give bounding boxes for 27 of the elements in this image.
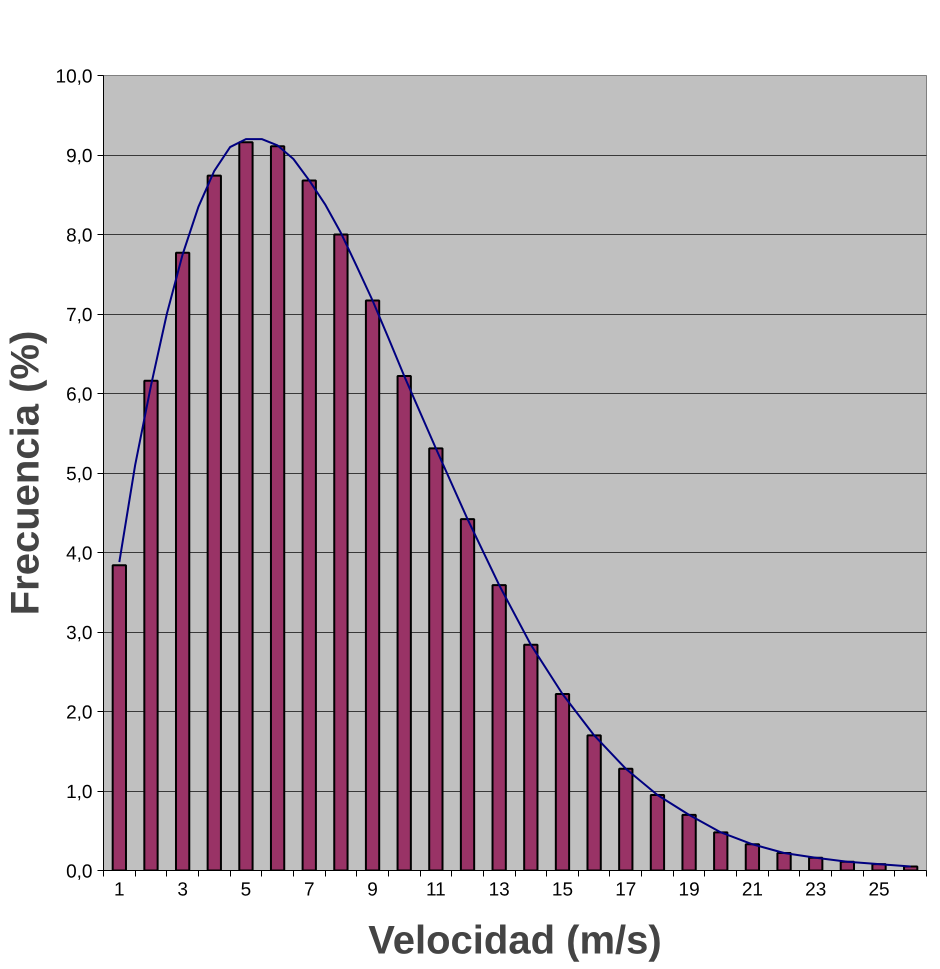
x-tick-label: 17 bbox=[615, 880, 636, 900]
y-tick-label: 4,0 bbox=[66, 544, 93, 564]
x-tick-label: 7 bbox=[304, 880, 315, 900]
x-tick-label: 25 bbox=[868, 880, 890, 900]
y-tick-label: 7,0 bbox=[66, 305, 93, 326]
x-tick-label: 15 bbox=[552, 880, 574, 900]
y-axis-title: Frecuencia (%) bbox=[4, 330, 48, 616]
x-tick-label: 23 bbox=[805, 880, 826, 900]
y-tick-label: 0,0 bbox=[66, 862, 93, 882]
x-tick-label: 21 bbox=[742, 880, 763, 900]
y-tick-label: 1,0 bbox=[66, 782, 93, 803]
x-tick-label: 19 bbox=[678, 880, 700, 900]
x-tick-label: 9 bbox=[367, 880, 378, 900]
x-tick-label: 11 bbox=[426, 880, 446, 900]
y-tick-label: 10,0 bbox=[56, 66, 93, 88]
y-tick-label: 8,0 bbox=[66, 226, 93, 246]
x-tick-label: 1 bbox=[114, 880, 125, 900]
y-tick-label: 5,0 bbox=[66, 464, 93, 485]
x-tick-label: 3 bbox=[177, 880, 188, 900]
x-tick-label: 13 bbox=[488, 880, 510, 900]
y-tick-label: 9,0 bbox=[66, 146, 93, 167]
y-tick-label: 3,0 bbox=[66, 623, 93, 644]
x-axis-title: Velocidad (m/s) bbox=[368, 918, 662, 962]
line-series bbox=[118, 138, 912, 868]
x-tick-label: 5 bbox=[240, 880, 252, 900]
y-tick-label: 6,0 bbox=[66, 384, 93, 406]
y-tick-label: 2,0 bbox=[66, 702, 93, 724]
